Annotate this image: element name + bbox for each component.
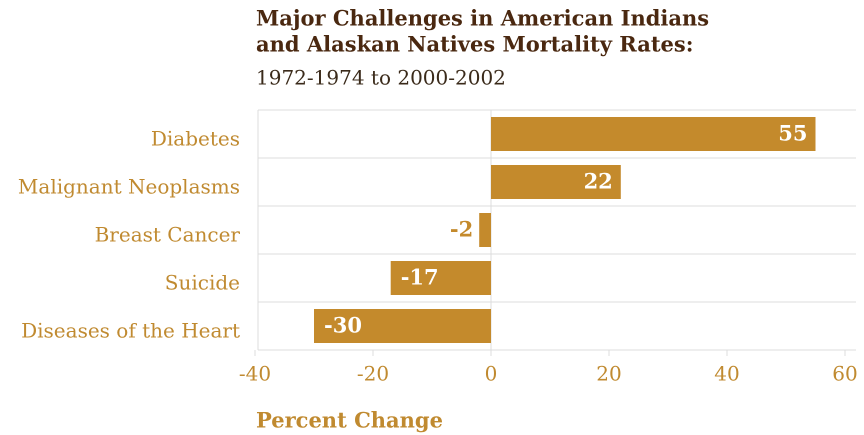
y-tick-label: Diseases of the Heart xyxy=(21,319,240,343)
x-tick-label: -40 xyxy=(239,362,271,386)
y-tick-label: Breast Cancer xyxy=(95,223,241,247)
chart-title: Major Challenges in American Indians xyxy=(256,6,709,31)
x-axis-label: Percent Change xyxy=(256,408,443,433)
bar xyxy=(491,117,816,151)
value-label: 22 xyxy=(584,169,613,194)
x-tick-label: 20 xyxy=(596,362,621,386)
y-tick-label: Suicide xyxy=(165,271,240,295)
y-tick-label: Diabetes xyxy=(151,127,240,151)
bar xyxy=(479,213,491,247)
x-tick-label: 60 xyxy=(832,362,857,386)
bar xyxy=(390,261,491,295)
chart-subtitle: 1972-1974 to 2000-2002 xyxy=(256,66,506,90)
x-tick-label: -20 xyxy=(357,362,389,386)
value-label: -30 xyxy=(324,313,362,338)
bar xyxy=(491,165,621,199)
x-tick-label: 0 xyxy=(485,362,498,386)
value-label: 55 xyxy=(778,121,807,146)
value-label: -2 xyxy=(450,217,473,242)
y-tick-label: Malignant Neoplasms xyxy=(18,175,240,199)
bar xyxy=(314,309,491,343)
value-label: -17 xyxy=(401,265,439,290)
chart-title: and Alaskan Natives Mortality Rates: xyxy=(256,32,693,57)
x-tick-label: 40 xyxy=(714,362,739,386)
